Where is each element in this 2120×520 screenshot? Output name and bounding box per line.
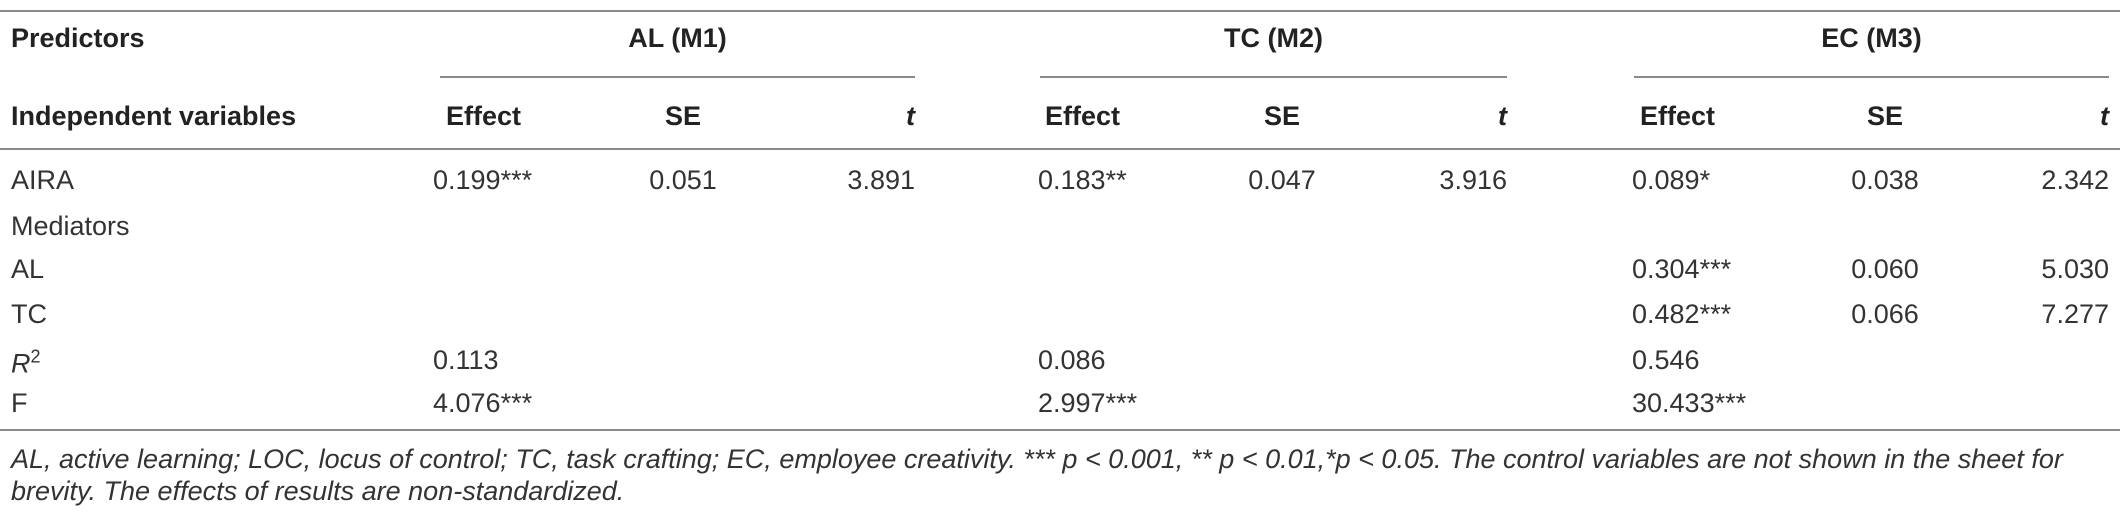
cell: 0.038	[1851, 165, 1919, 195]
cell: 0.086	[1038, 345, 1106, 375]
column-header: SE	[1866, 101, 1904, 131]
cell: 0.060	[1851, 254, 1919, 284]
cell: 0.183**	[1038, 165, 1127, 195]
cell: 0.304***	[1632, 254, 1732, 284]
column-header: SE	[1263, 101, 1301, 131]
cell: 5.030	[2041, 254, 2109, 284]
cell: 0.113	[433, 345, 499, 375]
row-label: F	[11, 388, 28, 418]
group-rule	[1040, 76, 1507, 78]
stub-header: Predictors	[11, 23, 145, 53]
cell: 0.199***	[433, 165, 533, 195]
column-header: Effect	[1640, 101, 1716, 131]
cell: 3.891	[847, 165, 915, 195]
group-header: AL (M1)	[628, 23, 727, 53]
cell: 0.482***	[1632, 299, 1732, 329]
footnote: AL, active learning; LOC, locus of contr…	[11, 444, 2063, 506]
row-label: Mediators	[11, 211, 130, 241]
row-label: TC	[11, 299, 47, 329]
cell: 0.066	[1851, 299, 1919, 329]
top-rule	[0, 10, 2120, 12]
stub-header: Independent variables	[11, 101, 297, 131]
column-header: t	[1498, 101, 1507, 131]
row-label: AL	[11, 254, 45, 284]
column-header: Effect	[446, 101, 522, 131]
cell: 0.047	[1248, 165, 1316, 195]
cell: 0.051	[649, 165, 717, 195]
cell: 2.342	[2041, 165, 2109, 195]
group-rule	[440, 76, 915, 78]
row-label: R2	[11, 346, 41, 379]
column-header: t	[2100, 101, 2109, 131]
cell: 0.089*	[1632, 165, 1711, 195]
superscript: 2	[30, 346, 41, 367]
cell: 2.997***	[1038, 388, 1138, 418]
cell: 7.277	[2041, 299, 2109, 329]
row-label: AIRA	[11, 165, 75, 195]
column-header: SE	[664, 101, 702, 131]
header-rule	[0, 148, 2120, 150]
column-header: Effect	[1045, 101, 1121, 131]
cell: 30.433***	[1632, 388, 1747, 418]
cell: 3.916	[1439, 165, 1507, 195]
bottom-rule	[0, 429, 2120, 431]
group-header: TC (M2)	[1224, 23, 1323, 53]
column-header: t	[906, 101, 915, 131]
group-header: EC (M3)	[1821, 23, 1922, 53]
cell: 0.546	[1632, 345, 1700, 375]
group-rule	[1634, 76, 2109, 78]
cell: 4.076***	[433, 388, 533, 418]
